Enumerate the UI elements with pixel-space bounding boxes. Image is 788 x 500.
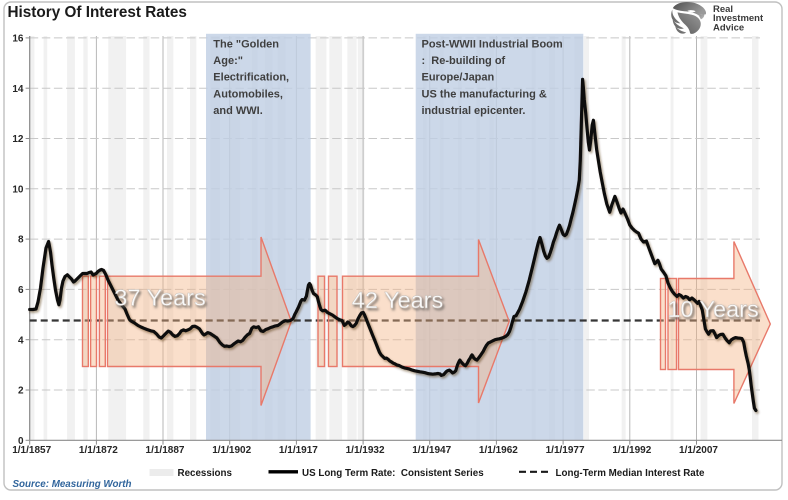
svg-text:1/1/1947: 1/1/1947 (412, 445, 451, 456)
svg-text:14: 14 (12, 84, 24, 95)
svg-text:and WWI.: and WWI. (213, 105, 262, 117)
svg-text:Long-Term Median Interest Rate: Long-Term Median Interest Rate (556, 468, 706, 479)
svg-text:1/1/2007: 1/1/2007 (679, 445, 718, 456)
svg-text:Real: Real (713, 4, 733, 15)
svg-text:US Long Term Rate: Consistent: US Long Term Rate: Consistent Series (302, 468, 484, 479)
svg-text:Age:": Age:" (213, 55, 243, 67)
svg-text:1/1/1872: 1/1/1872 (79, 445, 118, 456)
svg-text:Source: Measuring Worth: Source: Measuring Worth (13, 479, 132, 490)
svg-text:1/1/1962: 1/1/1962 (479, 445, 518, 456)
svg-text:1/1/1887: 1/1/1887 (146, 445, 185, 456)
svg-text:US the manufacturing &: US the manufacturing & (422, 88, 547, 100)
svg-text:Automobiles,: Automobiles, (213, 88, 283, 100)
svg-text:2: 2 (18, 386, 24, 397)
svg-text:10: 10 (12, 184, 24, 195)
svg-text:42 Years: 42 Years (352, 287, 443, 313)
svg-text:8: 8 (18, 235, 24, 246)
svg-text:1/1/1977: 1/1/1977 (546, 445, 585, 456)
svg-text:1/1/1857: 1/1/1857 (12, 445, 51, 456)
svg-text:12: 12 (12, 134, 24, 145)
svg-text:10 Years: 10 Years (667, 296, 758, 322)
svg-text:Post-WWII Industrial Boom: Post-WWII Industrial Boom (422, 39, 563, 51)
svg-text:Investment: Investment (713, 13, 764, 24)
svg-text:History Of Interest Rates: History Of Interest Rates (8, 4, 187, 21)
svg-text:4: 4 (18, 335, 24, 346)
svg-text:Europe/Japan: Europe/Japan (422, 72, 495, 84)
svg-text:37 Years: 37 Years (114, 285, 205, 311)
svg-text:: Re-building of: : Re-building of (422, 55, 506, 67)
svg-text:6: 6 (18, 285, 24, 296)
svg-text:0: 0 (18, 436, 24, 447)
svg-text:industrial epicenter.: industrial epicenter. (422, 105, 526, 117)
svg-text:1/1/1932: 1/1/1932 (346, 445, 385, 456)
svg-text:16: 16 (12, 34, 24, 45)
svg-text:1/1/1992: 1/1/1992 (612, 445, 651, 456)
svg-text:Electrification,: Electrification, (213, 72, 289, 84)
svg-text:1/1/1902: 1/1/1902 (212, 445, 251, 456)
svg-text:Advice: Advice (713, 22, 744, 33)
svg-text:The "Golden: The "Golden (213, 39, 279, 51)
svg-text:1/1/1917: 1/1/1917 (279, 445, 318, 456)
svg-text:Recessions: Recessions (178, 468, 233, 479)
